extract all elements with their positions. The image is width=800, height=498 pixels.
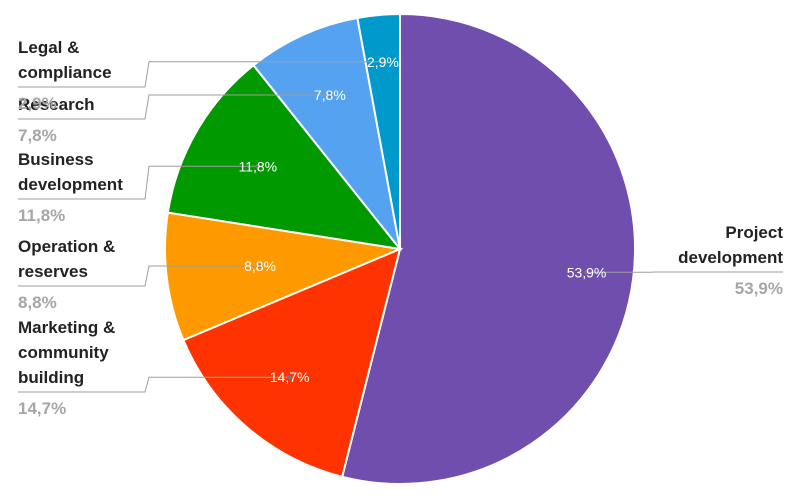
slice-value-labels: 53,9% 14,7% 8,8% 11,8% 7,8% 2,9%	[238, 54, 606, 385]
slice-value-label: 8,8%	[244, 258, 276, 274]
slice-percent-label: 7,8%	[18, 126, 57, 145]
slice-category-label: Legal &	[18, 38, 79, 57]
leader-line	[18, 165, 258, 200]
slice-category-label: compliance	[18, 63, 112, 82]
pie-slice	[166, 63, 403, 251]
pie-slice	[341, 12, 636, 485]
pie-slice	[182, 247, 402, 479]
slice-category-label: reserves	[18, 262, 88, 281]
leader-line	[18, 265, 261, 287]
pie-slices	[164, 12, 636, 485]
slice-percent-label: 11,8%	[18, 206, 65, 225]
slice-percent-label: 2,9%	[18, 94, 57, 113]
slice-category-label: community	[18, 343, 109, 362]
slice-value-label: 53,9%	[567, 264, 607, 280]
leader-dot	[584, 270, 589, 275]
slice-category-label: building	[18, 368, 84, 387]
slice-value-label: 14,7%	[270, 369, 310, 385]
pie-slice	[252, 16, 401, 250]
leader-dot	[327, 92, 333, 98]
slice-category-label: development	[678, 248, 783, 267]
slice-category-label: Marketing &	[18, 318, 115, 337]
leader-lines	[18, 59, 783, 393]
slice-category-labels: Project development 53,9% Marketing & commun…	[18, 38, 783, 418]
slice-category-label: development	[18, 175, 123, 194]
pie-slice	[356, 12, 401, 250]
slice-value-label: 2,9%	[367, 54, 399, 70]
slice-category-label: Research	[18, 95, 95, 114]
slice-category-label: Operation &	[18, 237, 115, 256]
slice-value-label: 7,8%	[314, 87, 346, 103]
leader-line	[18, 94, 330, 120]
slice-percent-label: 53,9%	[735, 279, 783, 298]
leader-dot	[287, 375, 292, 380]
slice-percent-label: 14,7%	[18, 399, 66, 418]
slice-category-label: Project	[725, 223, 783, 242]
leader-line	[18, 61, 383, 88]
slice-percent-label: 8,8%	[18, 293, 57, 312]
leader-dot	[380, 59, 386, 64]
leader-dot	[255, 164, 260, 169]
slice-category-label: Business	[18, 150, 94, 169]
pie-slice	[164, 211, 404, 342]
leader-dot	[257, 263, 263, 269]
slice-value-label: 11,8%	[238, 158, 277, 174]
leader-line	[18, 376, 290, 393]
